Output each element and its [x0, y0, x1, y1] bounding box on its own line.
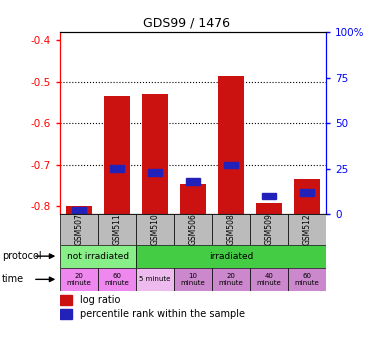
Bar	[294, 179, 320, 214]
Bar	[180, 185, 206, 214]
Bar	[250, 268, 288, 291]
Bar	[186, 178, 200, 185]
Bar	[104, 96, 130, 214]
Text: GSM510: GSM510	[151, 213, 159, 245]
Bar	[212, 214, 250, 245]
Bar	[98, 268, 136, 291]
Bar	[250, 214, 288, 245]
Text: 60
minute: 60 minute	[294, 273, 319, 286]
Bar	[60, 295, 72, 305]
Text: 60
minute: 60 minute	[105, 273, 130, 286]
Text: 5 minute: 5 minute	[139, 276, 171, 282]
Bar	[136, 245, 326, 268]
Text: 10
minute: 10 minute	[181, 273, 205, 286]
Bar	[66, 206, 92, 214]
Text: GSM512: GSM512	[302, 213, 312, 245]
Text: GSM508: GSM508	[227, 213, 236, 245]
Bar	[148, 169, 162, 176]
Bar	[60, 245, 136, 268]
Bar	[256, 203, 282, 214]
Text: time: time	[2, 274, 24, 285]
Bar	[212, 268, 250, 291]
Bar	[174, 268, 212, 291]
Text: not irradiated: not irradiated	[67, 252, 129, 261]
Text: 20
minute: 20 minute	[218, 273, 243, 286]
Text: 20
minute: 20 minute	[67, 273, 92, 286]
Bar	[60, 309, 72, 319]
Text: percentile rank within the sample: percentile rank within the sample	[80, 309, 245, 319]
Bar	[60, 214, 98, 245]
Bar	[218, 76, 244, 214]
Text: 40
minute: 40 minute	[256, 273, 281, 286]
Bar	[300, 189, 314, 196]
Bar	[288, 268, 326, 291]
Bar	[72, 207, 86, 214]
Bar	[142, 94, 168, 214]
Bar	[262, 193, 276, 199]
Bar	[288, 214, 326, 245]
Text: GDS99 / 1476: GDS99 / 1476	[143, 16, 230, 29]
Bar	[98, 214, 136, 245]
Bar	[60, 268, 98, 291]
Text: GSM511: GSM511	[113, 213, 121, 245]
Bar	[224, 162, 238, 169]
Text: GSM509: GSM509	[265, 213, 274, 245]
Bar	[136, 268, 174, 291]
Text: irradiated: irradiated	[209, 252, 253, 261]
Text: GSM507: GSM507	[74, 213, 84, 245]
Bar	[110, 165, 124, 172]
Text: protocol: protocol	[2, 251, 42, 261]
Text: log ratio: log ratio	[80, 295, 120, 305]
Bar	[136, 214, 174, 245]
Bar	[174, 214, 212, 245]
Text: GSM506: GSM506	[189, 213, 197, 245]
